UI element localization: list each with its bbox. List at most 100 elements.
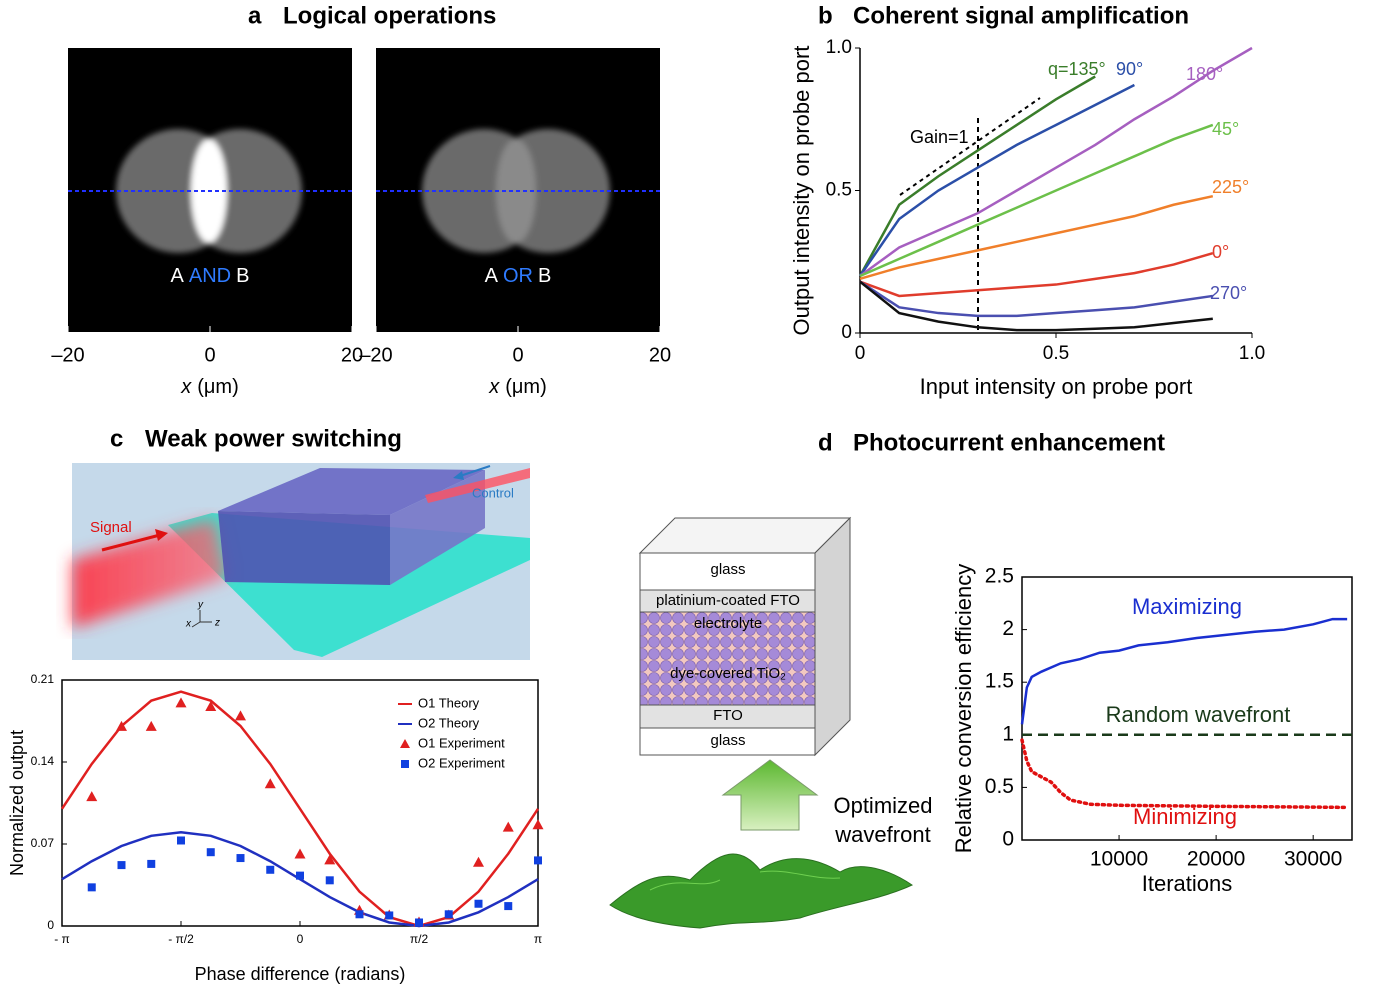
legend-label: O2 Experiment bbox=[418, 755, 505, 770]
panel-title: Logical operations bbox=[283, 2, 496, 29]
caption-part: B bbox=[236, 265, 249, 287]
x-tick-label: 0.5 bbox=[1043, 343, 1069, 364]
y-tick-label: 0.14 bbox=[31, 754, 55, 768]
square-marker bbox=[117, 861, 126, 870]
square-marker bbox=[147, 859, 156, 868]
annotation: Gain=1 bbox=[910, 127, 969, 147]
series-line bbox=[1020, 617, 1348, 725]
panel-title: Weak power switching bbox=[145, 425, 402, 452]
series-line bbox=[859, 194, 1214, 281]
cell-diagram bbox=[609, 516, 914, 929]
square-marker bbox=[325, 876, 334, 885]
x-axis-label: x (μm) bbox=[180, 376, 239, 398]
x-axis-label: Input intensity on probe port bbox=[920, 374, 1193, 399]
caption-part: A bbox=[485, 265, 499, 287]
layer-label: electrolyte bbox=[694, 615, 762, 632]
and-spots bbox=[116, 129, 302, 253]
triangle-marker bbox=[205, 700, 217, 711]
y-tick-label: 2 bbox=[1002, 617, 1014, 640]
panel-label: b bbox=[818, 2, 833, 29]
series-line bbox=[858, 83, 1135, 277]
series-line bbox=[1020, 738, 1349, 810]
y-tick-label: 2.5 bbox=[985, 565, 1014, 588]
layer-label: dye-covered TiO₂ bbox=[670, 665, 786, 682]
triangle-marker bbox=[502, 821, 514, 832]
square-marker bbox=[534, 856, 542, 865]
square-marker bbox=[444, 910, 453, 919]
x-tick-label: 20000 bbox=[1187, 848, 1245, 871]
square-marker bbox=[177, 836, 185, 845]
x-axis-label: x (μm) bbox=[488, 376, 547, 398]
caption: A OR B bbox=[485, 265, 552, 287]
series-label: 90° bbox=[1116, 59, 1143, 79]
layer-label: glass bbox=[710, 732, 745, 749]
triangle-marker bbox=[264, 778, 276, 789]
y-axis-label: Output intensity on probe port bbox=[789, 46, 814, 336]
layer-label: FTO bbox=[713, 707, 743, 724]
y-tick-label: 1.0 bbox=[826, 37, 852, 58]
x-tick-label: 20 bbox=[341, 344, 363, 366]
y-tick-label: 1 bbox=[1002, 722, 1014, 745]
x-tick-label: 0 bbox=[204, 344, 215, 366]
arrow-label: Optimized bbox=[833, 793, 932, 818]
axis-letter: x bbox=[185, 619, 192, 630]
y-tick-label: 0 bbox=[47, 918, 54, 932]
x-tick-label: –20 bbox=[359, 344, 392, 366]
x-tick-label: - π/2 bbox=[168, 932, 194, 946]
x-tick-label: π/2 bbox=[410, 932, 429, 946]
x-axis-label: Iterations bbox=[1142, 871, 1233, 896]
x-tick-label: 0 bbox=[297, 932, 304, 946]
series-line bbox=[60, 690, 540, 928]
panel-title: Coherent signal amplification bbox=[853, 2, 1189, 29]
series-label: Minimizing bbox=[1133, 804, 1237, 829]
axis-unit: (μm) bbox=[197, 376, 239, 398]
series-label: 180° bbox=[1186, 64, 1223, 84]
x-tick-label: 30000 bbox=[1284, 848, 1342, 871]
square-marker bbox=[296, 871, 304, 880]
triangle-marker bbox=[86, 791, 98, 802]
series-line bbox=[859, 280, 1213, 318]
y-axis-label: Relative conversion efficiency bbox=[951, 564, 976, 853]
caption-op: OR bbox=[503, 265, 533, 287]
axis-variable: x bbox=[488, 376, 500, 398]
square-marker bbox=[236, 854, 245, 863]
series-line bbox=[858, 75, 1096, 277]
square-marker bbox=[504, 902, 513, 911]
triangle-marker bbox=[116, 720, 127, 731]
legend-swatch bbox=[400, 739, 410, 748]
series-line bbox=[859, 46, 1253, 278]
legend-swatch bbox=[401, 760, 409, 768]
square-marker bbox=[206, 848, 215, 857]
square-marker bbox=[87, 883, 96, 892]
y-tick-label: 0.5 bbox=[985, 775, 1014, 798]
series-label: 45° bbox=[1212, 119, 1239, 139]
series-line bbox=[859, 280, 1213, 332]
x-tick-label: 10000 bbox=[1090, 848, 1148, 871]
x-tick-label: - π bbox=[54, 932, 70, 946]
square-marker bbox=[474, 899, 483, 908]
caption: A AND B bbox=[171, 265, 250, 287]
x-tick-label: 20 bbox=[649, 344, 671, 366]
x-tick-label: –20 bbox=[51, 344, 84, 366]
axis-letter: y bbox=[197, 600, 204, 611]
diagram-label: Control bbox=[472, 485, 514, 500]
series-label: Random wavefront bbox=[1106, 702, 1291, 727]
diagram-label: Signal bbox=[90, 519, 132, 536]
panel-title: Photocurrent enhancement bbox=[853, 429, 1165, 456]
series-line bbox=[859, 251, 1214, 298]
y-axis-label: Normalized output bbox=[7, 730, 27, 876]
axis-variable: x bbox=[180, 376, 192, 398]
triangle-marker bbox=[294, 848, 306, 859]
x-axis-label: Phase difference (radians) bbox=[195, 964, 406, 984]
waveguide-diagram bbox=[72, 463, 530, 660]
series-label: 0° bbox=[1212, 242, 1229, 262]
caption-op: AND bbox=[189, 265, 231, 287]
square-marker bbox=[355, 910, 364, 919]
series-label: 270° bbox=[1210, 283, 1247, 303]
layer-label: glass bbox=[710, 561, 745, 578]
x-tick-label: 0 bbox=[512, 344, 523, 366]
triangle-marker bbox=[324, 854, 336, 865]
triangle-marker bbox=[145, 720, 157, 731]
caption-part: A bbox=[171, 265, 185, 287]
